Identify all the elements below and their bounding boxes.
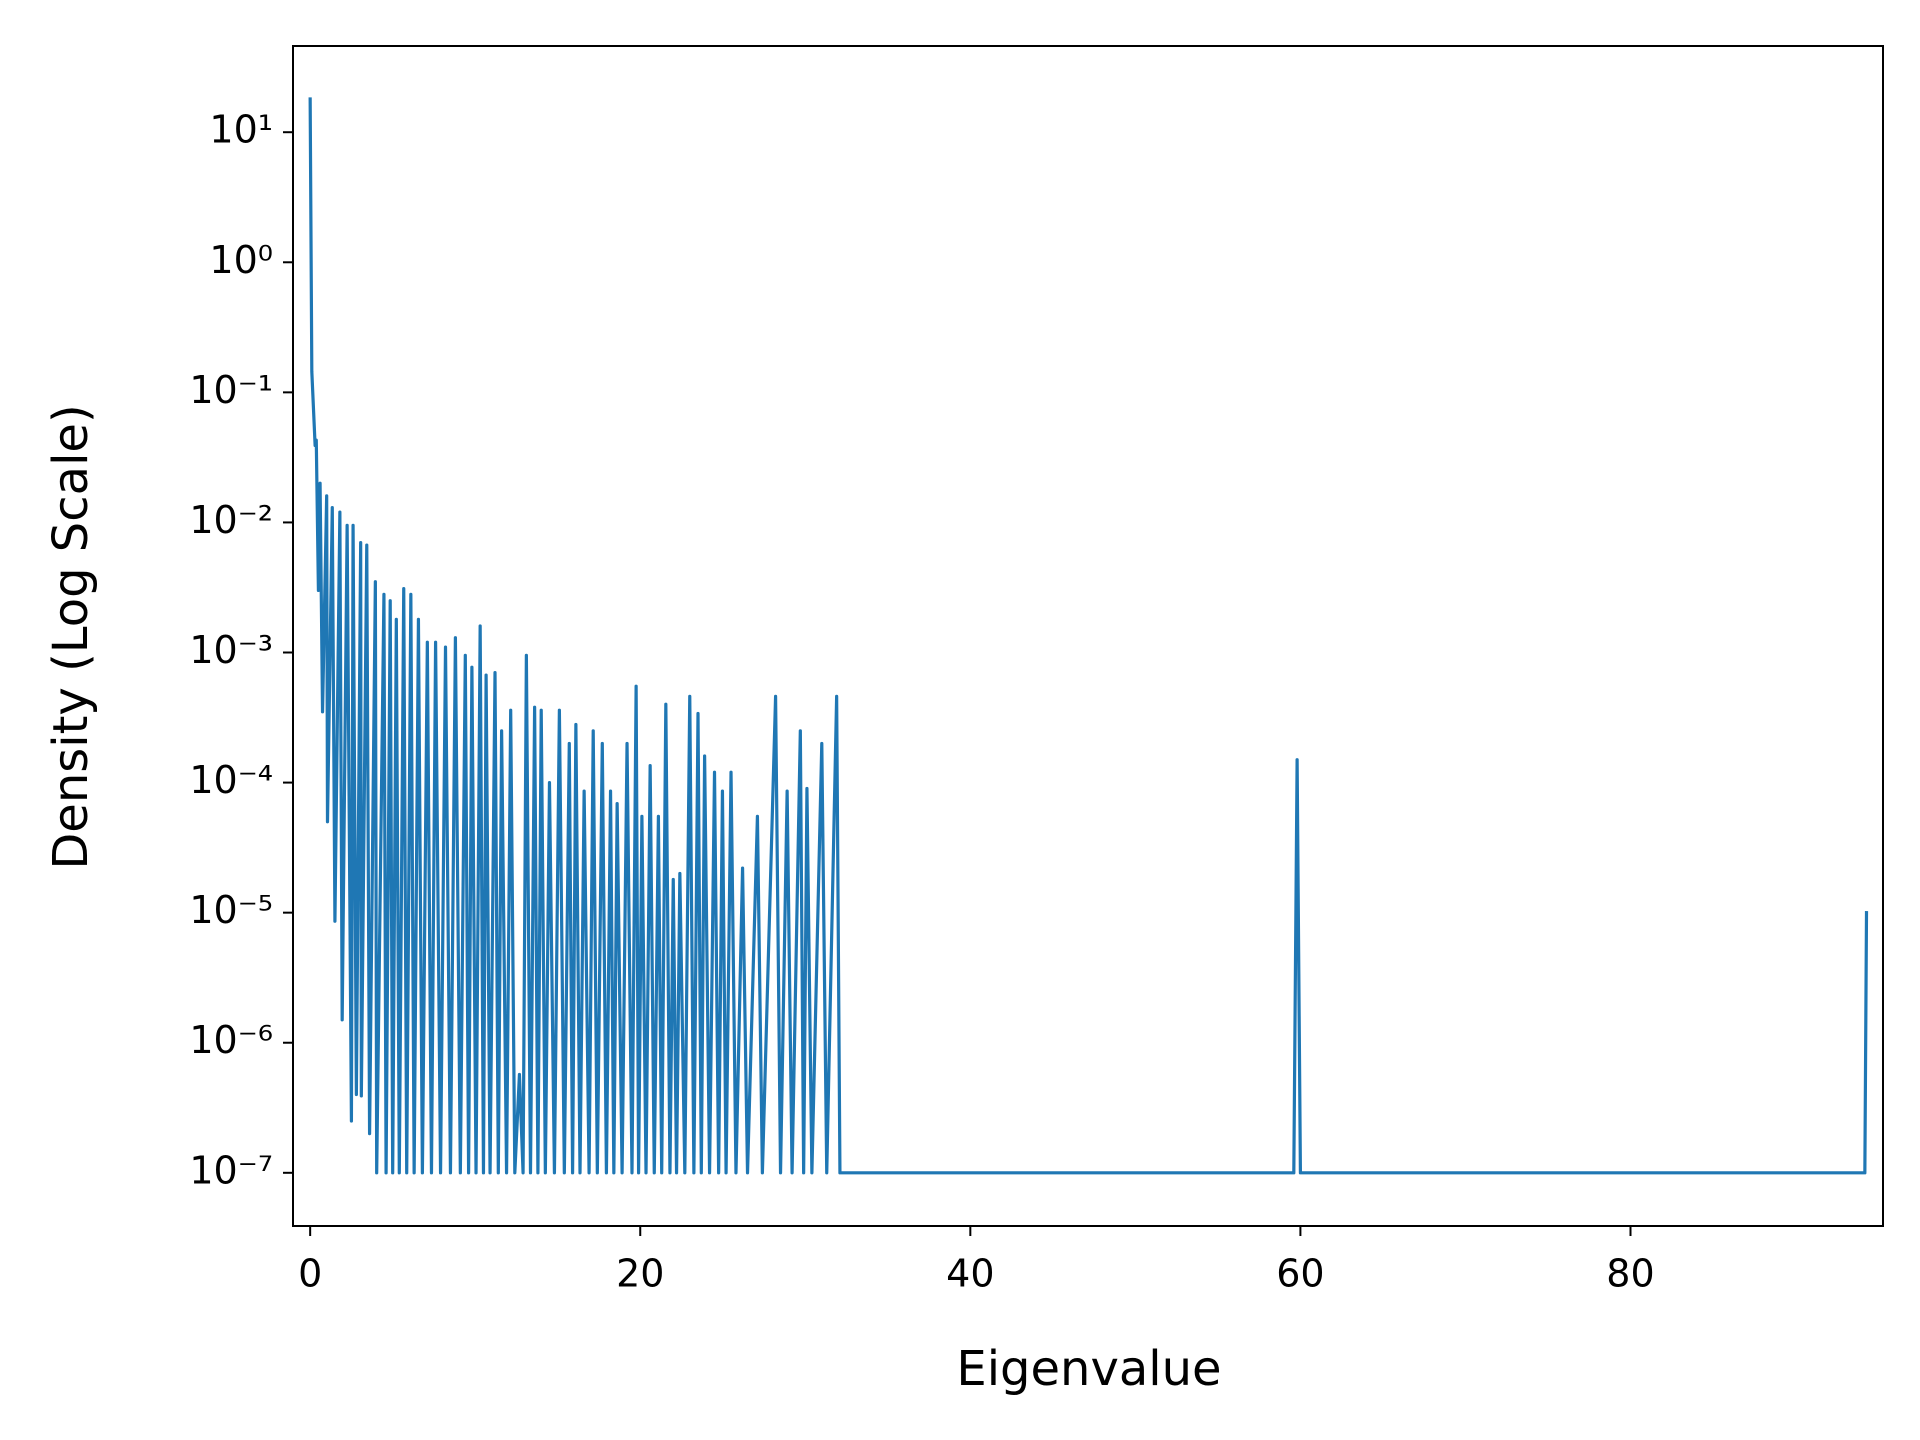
y-tick-label: 10⁻³ <box>189 628 273 672</box>
x-axis-label: Eigenvalue <box>956 1341 1221 1397</box>
x-tick-label: 80 <box>1606 1252 1654 1296</box>
y-tick-label: 10⁻⁷ <box>189 1148 273 1192</box>
y-axis-label: Density (Log Scale) <box>43 404 99 869</box>
x-tick-label: 40 <box>946 1252 994 1296</box>
x-tick-label: 0 <box>298 1252 322 1296</box>
y-tick-label: 10⁻² <box>189 498 273 542</box>
y-tick-label: 10¹ <box>209 108 273 152</box>
axes-frame <box>292 45 1884 1227</box>
y-tick-label: 10⁰ <box>209 238 273 282</box>
y-tick-label: 10⁻⁵ <box>189 888 273 932</box>
data-line <box>308 97 1869 1175</box>
x-tick-label: 60 <box>1276 1252 1324 1296</box>
y-tick-label: 10⁻⁶ <box>189 1018 273 1062</box>
x-tick-label: 20 <box>616 1252 664 1296</box>
y-tick-label: 10⁻⁴ <box>189 758 273 802</box>
y-tick-label: 10⁻¹ <box>189 368 273 412</box>
